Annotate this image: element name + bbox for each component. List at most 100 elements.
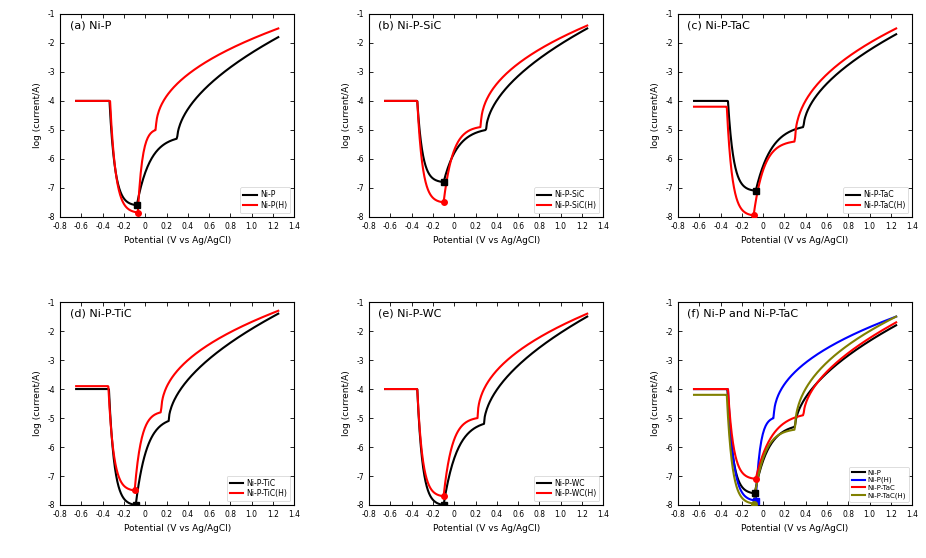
X-axis label: Potential (V vs Ag/AgCl): Potential (V vs Ag/AgCl): [123, 236, 231, 246]
Ni-P: [273, 34, 284, 41]
Ni-P-WC: [446, 461, 457, 468]
Ni-P-TiC: [156, 421, 168, 428]
Ni-P-TaC: [688, 386, 699, 392]
Ni-P-TiC(H): [129, 487, 140, 494]
Ni-P-TaC: [881, 36, 892, 43]
Ni-P-SiC: [416, 143, 427, 150]
Ni-P-SiC(H): [438, 199, 449, 206]
X-axis label: Potential (V vs Ag/AgCl): Potential (V vs Ag/AgCl): [742, 236, 849, 246]
Ni-P-TaC(H): [774, 143, 785, 150]
Ni-P: [70, 98, 81, 104]
Ni-P-SiC(H): [571, 27, 582, 33]
Ni-P: [775, 430, 786, 436]
Ni-P-TaC: [888, 321, 899, 328]
Line: Ni-P-TiC: Ni-P-TiC: [76, 314, 279, 505]
Ni-P-TaC: [791, 414, 802, 421]
Ni-P: [749, 490, 760, 497]
Line: Ni-P-SiC: Ni-P-SiC: [385, 28, 587, 182]
Ni-P-TiC(H): [107, 442, 119, 449]
Line: Ni-P-TaC: Ni-P-TaC: [694, 34, 896, 191]
Ni-P-TaC: [791, 126, 802, 132]
Ni-P-TaC: [688, 98, 699, 104]
Ni-P-SiC(H): [582, 22, 593, 29]
Ni-P-TaC(H): [881, 30, 892, 37]
Ni-P-TaC(H): [757, 170, 768, 176]
Ni-P(H): [273, 25, 284, 32]
Ni-P-TaC(H): [748, 212, 759, 219]
Ni-P-TiC(H): [138, 429, 149, 436]
Ni-P-WC: [571, 319, 582, 326]
Ni-P-TaC: [891, 319, 902, 326]
Ni-P(H): [172, 80, 183, 86]
Ni-P-TiC: [139, 454, 150, 460]
Ni-P-TaC(H): [688, 392, 699, 398]
Ni-P-TiC: [70, 386, 81, 392]
Ni-P-TaC: [750, 475, 761, 482]
Legend: Ni-P-SiC, Ni-P-SiC(H): Ni-P-SiC, Ni-P-SiC(H): [534, 187, 599, 213]
Ni-P-TaC(H): [888, 27, 899, 33]
Ni-P-TaC(H): [688, 103, 699, 110]
Ni-P-TiC(H): [170, 369, 181, 376]
Line: Ni-P-SiC(H): Ni-P-SiC(H): [385, 26, 587, 203]
Ni-P(H): [70, 98, 81, 104]
Ni-P(H): [881, 317, 892, 324]
Ni-P-SiC: [446, 153, 457, 160]
Ni-P(H): [132, 209, 144, 216]
Ni-P-WC(H): [446, 442, 457, 449]
Ni-P-TaC(H): [881, 319, 892, 325]
Ni-P(H): [891, 313, 902, 320]
Ni-P-SiC(H): [446, 152, 457, 159]
Line: Ni-P-TiC(H): Ni-P-TiC(H): [76, 311, 279, 490]
Line: Ni-P: Ni-P: [694, 325, 896, 493]
Ni-P-SiC(H): [479, 101, 490, 108]
Legend: Ni-P-TaC, Ni-P-TaC(H): Ni-P-TaC, Ni-P-TaC(H): [843, 187, 908, 213]
Ni-P-WC: [416, 451, 427, 458]
Ni-P: [790, 421, 801, 428]
Ni-P: [269, 35, 281, 42]
Ni-P-SiC(H): [380, 98, 391, 104]
Ni-P-SiC: [380, 98, 391, 104]
Ni-P: [131, 202, 143, 209]
Ni-P(H): [758, 426, 770, 433]
Ni-P-TaC(H): [726, 165, 737, 171]
Ni-P(H): [750, 497, 761, 504]
Ni-P: [263, 40, 274, 46]
Ni-P-WC(H): [479, 384, 490, 391]
Ni-P-WC: [380, 386, 391, 392]
Ni-P-TaC: [891, 31, 902, 37]
Ni-P-TaC: [776, 421, 787, 428]
Ni-P(H): [727, 449, 738, 455]
Ni-P(H): [888, 314, 899, 321]
Y-axis label: log (current/A): log (current/A): [33, 83, 43, 148]
Line: Ni-P(H): Ni-P(H): [694, 316, 896, 501]
Ni-P-TiC: [273, 310, 284, 317]
Ni-P-SiC(H): [579, 23, 590, 30]
Ni-P(H): [158, 97, 169, 103]
X-axis label: Potential (V vs Ag/AgCl): Potential (V vs Ag/AgCl): [432, 236, 540, 246]
Ni-P-TiC: [171, 392, 182, 399]
Ni-P(H): [109, 161, 120, 167]
Ni-P(H): [688, 386, 699, 392]
Ni-P-WC(H): [380, 386, 391, 392]
Ni-P-WC(H): [465, 417, 476, 424]
Ni-P: [157, 142, 169, 148]
Ni-P: [688, 386, 699, 392]
Ni-P-SiC: [582, 25, 593, 32]
Ni-P-TiC: [263, 316, 274, 323]
Ni-P-WC: [479, 413, 490, 420]
Ni-P-TaC: [758, 160, 770, 166]
Text: (a) Ni-P: (a) Ni-P: [69, 20, 111, 30]
Ni-P-WC: [438, 502, 449, 508]
Ni-P-WC: [582, 313, 593, 320]
Text: (f) Ni-P and Ni-P-TaC: (f) Ni-P and Ni-P-TaC: [687, 308, 798, 318]
Text: (b) Ni-P-SiC: (b) Ni-P-SiC: [379, 20, 442, 30]
Ni-P-SiC: [438, 179, 449, 185]
Ni-P-TaC(H): [757, 458, 768, 464]
Ni-P-TaC(H): [888, 315, 899, 321]
Line: Ni-P-WC: Ni-P-WC: [385, 316, 587, 505]
Ni-P-TaC: [727, 436, 738, 443]
Line: Ni-P-TaC(H): Ni-P-TaC(H): [694, 316, 896, 503]
Ni-P: [140, 169, 151, 176]
Ni-P(H): [263, 29, 274, 36]
Ni-P-TaC: [758, 448, 770, 455]
